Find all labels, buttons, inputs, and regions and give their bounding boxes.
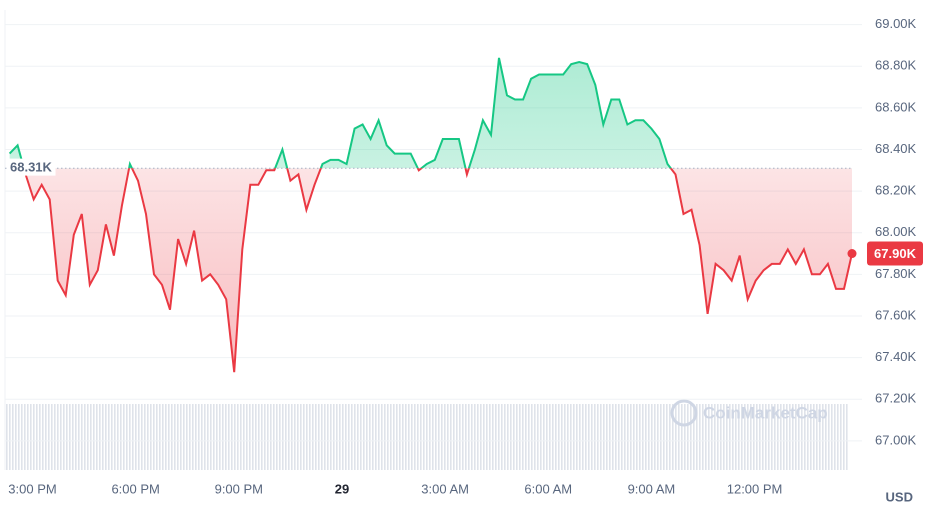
y-tick-label: 68.60K [875, 99, 917, 114]
x-tick-label: 6:00 PM [111, 481, 159, 496]
y-tick-label: 68.20K [875, 183, 917, 198]
watermark-group: CoinMarketCap [670, 399, 828, 427]
x-tick-label: 3:00 AM [421, 481, 469, 496]
price-line-down [22, 168, 853, 373]
reference-label: 68.31K [10, 160, 53, 175]
price-line-up [8, 57, 672, 169]
watermark: CoinMarketCap [703, 403, 828, 422]
x-tick-label: 9:00 PM [215, 481, 263, 496]
current-dot [847, 249, 857, 259]
x-tick-label: 3:00 PM [8, 481, 56, 496]
current-label-bg [867, 241, 923, 266]
current-label: 67.90K [874, 246, 917, 261]
reference-label-bg [7, 158, 56, 176]
currency-label: USD [886, 489, 913, 504]
y-tick-label: 67.20K [875, 391, 917, 406]
x-tick-label: 6:00 AM [524, 481, 572, 496]
y-tick-label: 67.00K [875, 432, 917, 447]
x-tick-label: 9:00 AM [628, 481, 676, 496]
y-tick-label: 67.60K [875, 307, 917, 322]
y-tick-label: 69.00K [875, 16, 917, 31]
area-down [23, 168, 852, 373]
y-tick-label: 68.40K [875, 141, 917, 156]
x-tick-label: 12:00 PM [727, 481, 783, 496]
x-tick-label: 29 [335, 481, 349, 496]
y-tick-label: 67.40K [875, 349, 917, 364]
y-tick-label: 68.80K [875, 58, 917, 73]
y-tick-label: 67.80K [875, 266, 917, 281]
watermark-logo [670, 399, 698, 427]
y-tick-label: 68.00K [875, 224, 917, 239]
area-up [9, 57, 852, 169]
volume-backdrop [5, 404, 848, 470]
